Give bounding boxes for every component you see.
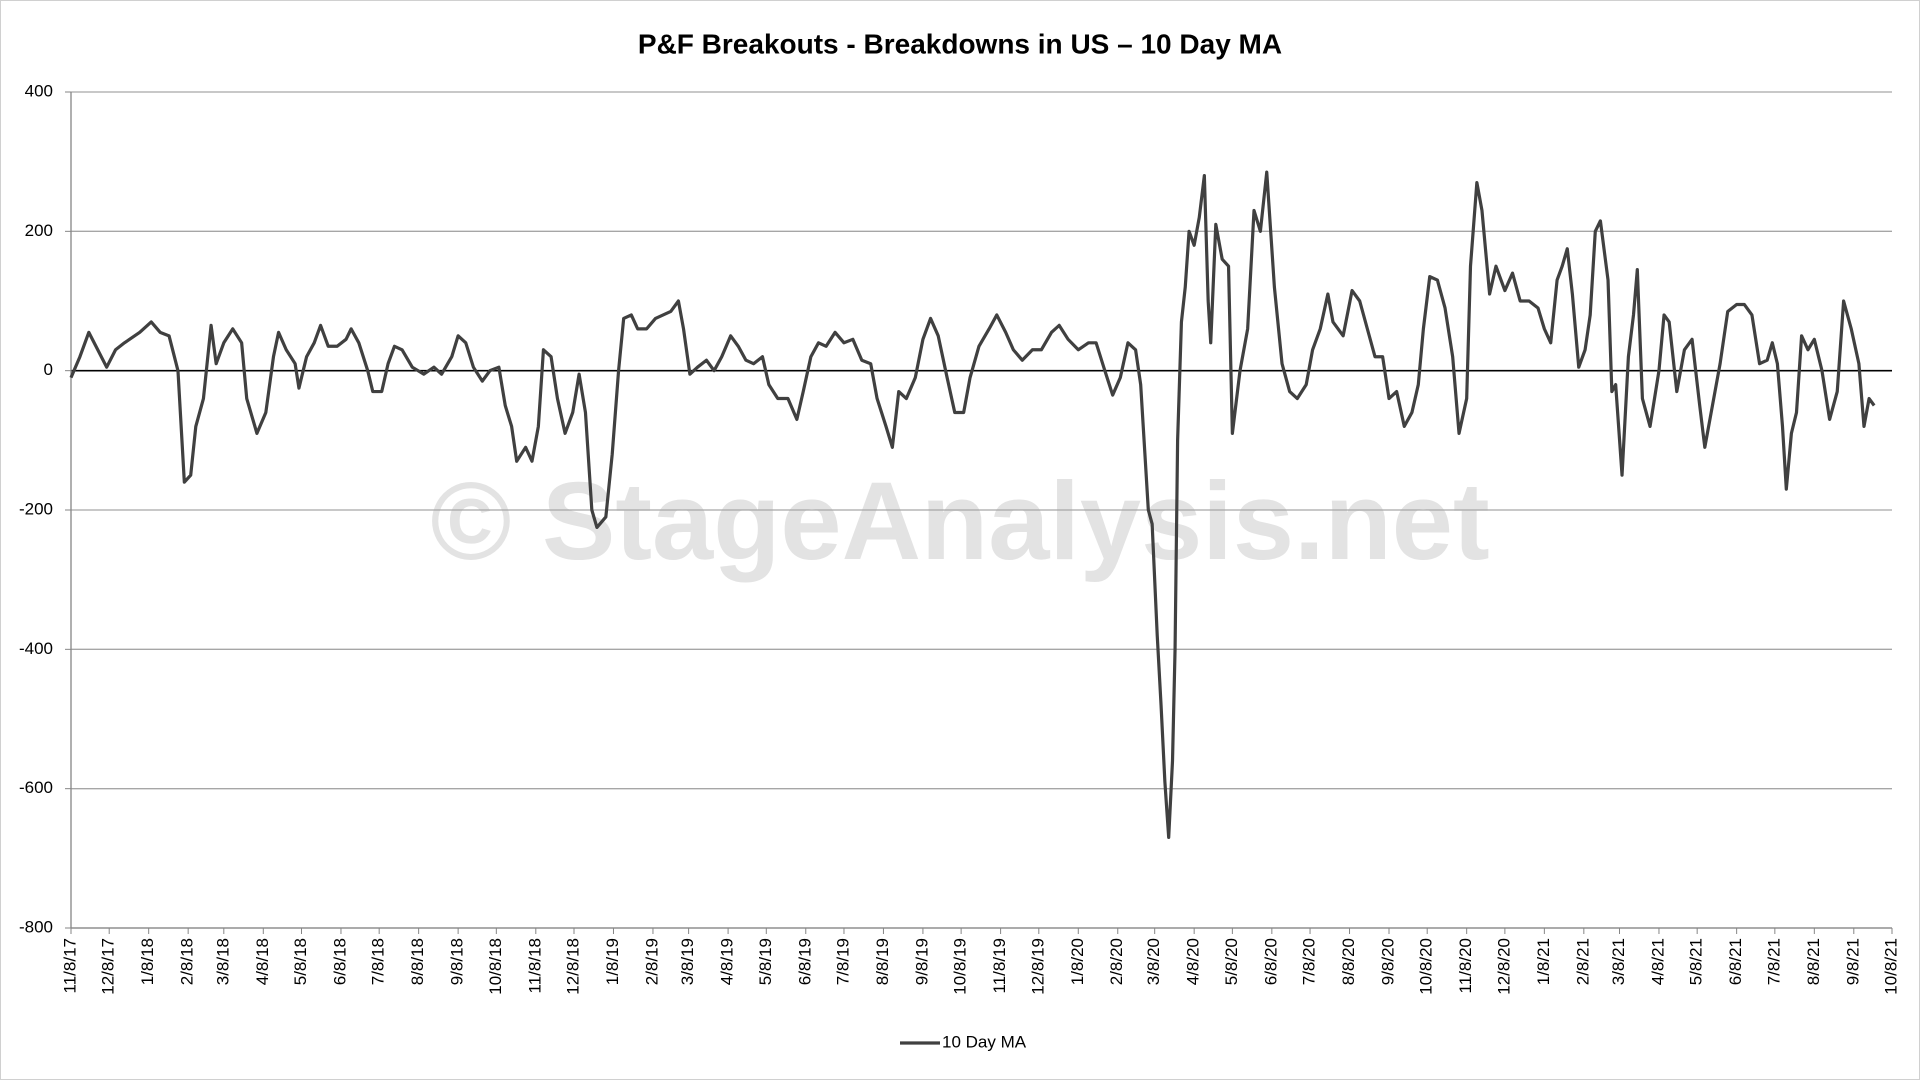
x-tick-label: 12/8/19: [1028, 938, 1047, 995]
x-tick-label: 9/8/21: [1843, 938, 1862, 985]
plot-area: -800 -600 -400 -200 0 200 400 11/8/17 12/8/17 1/8…: [19, 81, 1901, 1051]
y-tick-label: -600: [19, 778, 53, 797]
x-tick-label: 6/8/20: [1261, 938, 1280, 985]
x-tick-label: 7/8/19: [833, 938, 852, 985]
watermark: © StageAnalysis.net: [430, 460, 1489, 583]
x-tick-label: 3/8/20: [1144, 938, 1163, 985]
x-tick-label: 9/8/19: [912, 938, 931, 985]
x-tick-label: 1/8/21: [1534, 938, 1553, 985]
x-tick-label: 4/8/21: [1648, 938, 1667, 985]
x-tick-label: 8/8/19: [873, 938, 892, 985]
x-tick-label: 5/8/21: [1687, 938, 1706, 985]
x-tick-label: 4/8/20: [1184, 938, 1203, 985]
y-tick-label: -400: [19, 639, 53, 658]
y-tick-label: 0: [44, 360, 53, 379]
y-tick-label: -800: [19, 917, 53, 936]
x-tick-label: 4/8/19: [718, 938, 737, 985]
x-tick-label: 11/8/19: [990, 938, 1009, 993]
x-tick-label: 7/8/18: [369, 938, 388, 985]
x-tick-label: 10/8/19: [951, 938, 970, 995]
x-tick-label: 6/8/21: [1726, 938, 1745, 985]
x-tick-label: 8/8/21: [1804, 938, 1823, 985]
chart-title: P&F Breakouts - Breakdowns in US – 10 Da…: [638, 28, 1282, 59]
data-line: [69, 170, 1876, 840]
x-tick-label: 9/8/18: [448, 938, 467, 985]
x-tick-label: 12/8/18: [563, 938, 582, 995]
x-tick-label: 1/8/20: [1068, 938, 1087, 985]
x-tick-label: 7/8/21: [1764, 938, 1783, 985]
y-tick-label: 200: [25, 221, 53, 240]
x-tick-label: 3/8/21: [1609, 938, 1628, 985]
x-tick-label: 5/8/19: [756, 938, 775, 985]
x-tick-label: 2/8/21: [1573, 938, 1592, 985]
x-tick-label: 12/8/20: [1494, 938, 1513, 995]
x-tick-label: 2/8/19: [642, 938, 661, 985]
x-tick-label: 5/8/20: [1222, 938, 1241, 985]
x-tick-label: 8/8/20: [1339, 938, 1358, 985]
legend-label: 10 Day MA: [942, 1032, 1027, 1051]
x-tick-label: 4/8/18: [253, 938, 272, 985]
x-tick-label: 2/8/20: [1107, 938, 1126, 985]
x-tick-label: 9/8/20: [1378, 938, 1397, 985]
x-tick-label: 11/8/20: [1456, 938, 1475, 993]
x-tick-label: 10/8/21: [1881, 938, 1900, 995]
x-tick-label: 6/8/18: [330, 938, 349, 985]
x-tick-label: 3/8/19: [678, 938, 697, 985]
x-tick-label: 1/8/18: [138, 938, 157, 985]
x-tick-label: 6/8/19: [795, 938, 814, 985]
x-tick-label: 2/8/18: [178, 938, 197, 985]
x-tick-label: 7/8/20: [1300, 938, 1319, 985]
x-tick-label: 11/8/18: [525, 938, 544, 993]
x-tick-label: 10/8/20: [1417, 938, 1436, 995]
x-tick-label: 1/8/19: [603, 938, 622, 985]
y-tick-label: -200: [19, 499, 53, 518]
y-tick-label: 400: [25, 81, 53, 100]
x-tick-label: 8/8/18: [408, 938, 427, 985]
x-tick-label: 11/8/17: [60, 938, 79, 993]
x-tick-label: 3/8/18: [213, 938, 232, 985]
x-tick-label: 12/8/17: [99, 938, 118, 995]
x-tick-label: 10/8/18: [486, 938, 505, 995]
x-tick-label: 5/8/18: [291, 938, 310, 985]
